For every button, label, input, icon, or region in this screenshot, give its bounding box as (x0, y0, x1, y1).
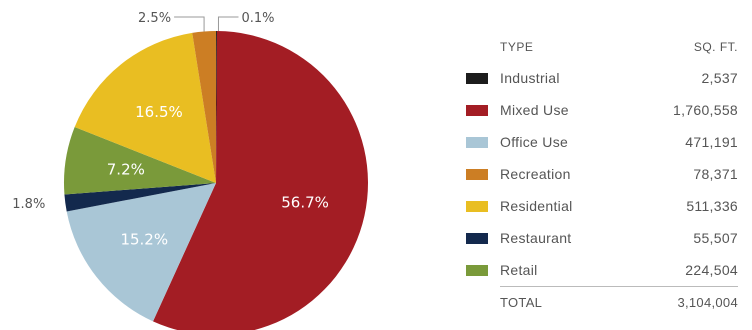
legend-total-row: TOTAL 3,104,004 (500, 286, 738, 317)
legend-row-restaurant: Restaurant 55,507 (466, 222, 738, 254)
slice-label-industrial: 0.1% (241, 11, 274, 26)
legend-total-label: TOTAL (500, 294, 543, 310)
legend-label-residential: Residential (500, 198, 573, 214)
legend-label-restaurant: Restaurant (500, 230, 572, 246)
legend-swatch-residential (466, 200, 488, 212)
legend-swatch-retail (466, 264, 488, 276)
legend-value-residential: 511,336 (686, 198, 738, 214)
legend-value-industrial: 2,537 (701, 70, 738, 86)
legend-swatch-industrial (466, 72, 488, 84)
legend-swatch-mixed-use (466, 104, 488, 116)
legend-row-retail: Retail 224,504 (466, 254, 738, 286)
pie-slice-retail (64, 127, 217, 195)
legend-row-mixed-use: Mixed Use 1,760,558 (466, 94, 738, 126)
legend-total-value: 3,104,004 (677, 294, 738, 310)
slice-label-recreation: 2.5% (138, 11, 171, 26)
legend-value-recreation: 78,371 (693, 166, 738, 182)
legend-label-industrial: Industrial (500, 70, 560, 86)
legend-row-recreation: Recreation 78,371 (466, 158, 738, 190)
legend-row-office-use: Office Use 471,191 (466, 126, 738, 158)
slice-label-residential: 16.5% (135, 103, 183, 121)
slice-label-office-use: 15.2% (120, 230, 168, 248)
legend-rows: Industrial 2,537 Mixed Use 1,760,558 Office … (466, 62, 738, 286)
pie-slice-residential (74, 32, 216, 184)
leader-line-industrial (217, 16, 239, 32)
slice-label-restaurant: 1.8% (12, 197, 45, 212)
slice-label-mixed-use: 56.7% (281, 194, 329, 212)
legend-swatch-office-use (466, 136, 488, 148)
legend-col-type: TYPE (500, 40, 534, 54)
legend-label-recreation: Recreation (500, 166, 571, 182)
legend-row-residential: Residential 511,336 (466, 190, 738, 222)
legend-label-mixed-use: Mixed Use (500, 102, 569, 118)
pie-slice-mixed-use (153, 31, 368, 330)
pie-slice-office-use (66, 183, 216, 322)
legend-value-office-use: 471,191 (685, 134, 738, 150)
pie-slice-recreation (192, 31, 216, 183)
legend-swatch-restaurant (466, 232, 488, 244)
legend-header: TYPE SQ. FT. (466, 40, 738, 62)
legend-value-mixed-use: 1,760,558 (673, 102, 738, 118)
slice-label-retail: 7.2% (107, 160, 145, 178)
legend-value-restaurant: 55,507 (693, 230, 738, 246)
pie-slice-industrial (216, 31, 217, 183)
leader-line-recreation (174, 16, 205, 32)
legend-row-industrial: Industrial 2,537 (466, 62, 738, 94)
legend-value-retail: 224,504 (685, 262, 738, 278)
legend-label-office-use: Office Use (500, 134, 569, 150)
legend-label-retail: Retail (500, 262, 538, 278)
legend-swatch-recreation (466, 168, 488, 180)
legend-table: TYPE SQ. FT. Industrial 2,537 Mixed Use 1,7… (466, 40, 738, 317)
pie-slice-restaurant (64, 183, 216, 212)
legend-col-sqft: SQ. FT. (693, 40, 738, 54)
